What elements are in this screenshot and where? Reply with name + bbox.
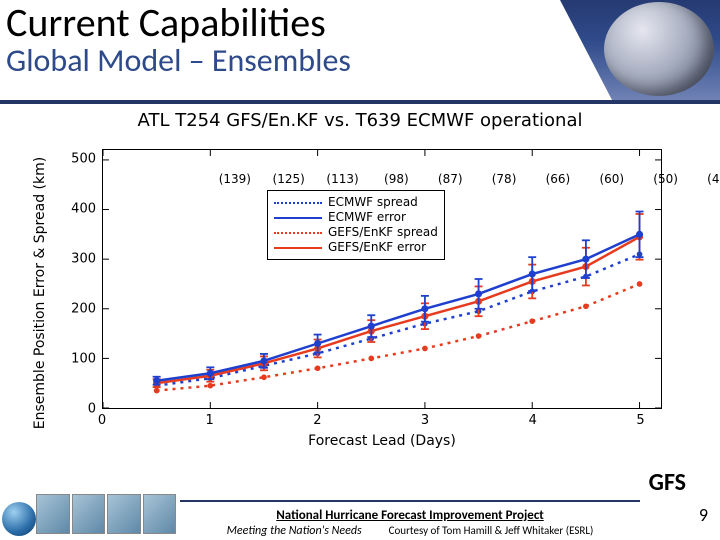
plot-box: (139)(125)(113)(98)(87)(78)(66)(60)(50)(… bbox=[102, 149, 662, 409]
x-axis-title: Forecast Lead (Days) bbox=[102, 433, 662, 449]
slide-number: 9 bbox=[699, 504, 708, 526]
plot-svg bbox=[103, 150, 661, 408]
y-tick: 300 bbox=[71, 252, 96, 267]
y-tick: 500 bbox=[71, 152, 96, 167]
slide-subtitle: Global Model – Ensembles bbox=[6, 44, 560, 78]
legend-label: GEFS/EnKF spread bbox=[328, 225, 438, 240]
banner-underline bbox=[0, 100, 720, 104]
legend-label: ECMWF error bbox=[328, 210, 406, 225]
footer-thumbnails bbox=[36, 494, 176, 534]
legend-label: GEFS/EnKF error bbox=[328, 240, 426, 255]
banner-text-block: Current Capabilities Global Model – Ense… bbox=[0, 0, 560, 100]
y-axis-title-text: Ensemble Position Error & Spread (km) bbox=[32, 157, 48, 429]
y-tick: 100 bbox=[71, 352, 96, 367]
legend-row: GEFS/EnKF error bbox=[274, 240, 438, 255]
chart-axis-area: Ensemble Position Error & Spread (km) 0 1… bbox=[24, 133, 696, 453]
x-tick: 4 bbox=[529, 413, 537, 428]
legend-row: ECMWF spread bbox=[274, 195, 438, 210]
legend-swatch bbox=[274, 232, 322, 234]
count-annotation: (44) bbox=[707, 172, 720, 186]
legend-swatch bbox=[274, 202, 322, 204]
chart-container: ATL T254 GFS/En.KF vs. T639 ECMWF operat… bbox=[24, 110, 696, 470]
y-tick: 200 bbox=[71, 302, 96, 317]
slide: Current Capabilities Global Model – Ense… bbox=[0, 0, 720, 540]
legend-row: ECMWF error bbox=[274, 210, 438, 225]
header-banner: Current Capabilities Global Model – Ense… bbox=[0, 0, 720, 100]
legend-swatch bbox=[274, 247, 322, 249]
footer-subtitle: Meeting the Nation's Needs bbox=[227, 524, 362, 538]
slide-title: Current Capabilities bbox=[6, 2, 560, 44]
satellite-globe-image bbox=[604, 2, 714, 96]
x-tick: 0 bbox=[98, 413, 106, 428]
y-axis-title: Ensemble Position Error & Spread (km) bbox=[24, 133, 56, 453]
legend-row: GEFS/EnKF spread bbox=[274, 225, 438, 240]
x-tick: 1 bbox=[206, 413, 214, 428]
x-tick: 3 bbox=[421, 413, 429, 428]
legend-label: ECMWF spread bbox=[328, 195, 418, 210]
chart-title: ATL T254 GFS/En.KF vs. T639 ECMWF operat… bbox=[24, 110, 696, 131]
y-tick-labels: 0100200300400500 bbox=[62, 149, 100, 409]
footer-project: National Hurricane Forecast Improvement … bbox=[276, 508, 544, 523]
footer: National Hurricane Forecast Improvement … bbox=[0, 484, 720, 540]
legend-box: ECMWF spreadECMWF errorGEFS/EnKF spreadG… bbox=[267, 190, 445, 260]
footer-credit: Courtesy of Tom Hamill & Jeff Whitaker (… bbox=[389, 524, 594, 537]
footer-rule bbox=[180, 500, 640, 502]
footer-text: National Hurricane Forecast Improvement … bbox=[180, 508, 640, 538]
y-tick: 0 bbox=[88, 402, 96, 417]
legend-swatch bbox=[274, 217, 322, 219]
noaa-logo-icon bbox=[2, 502, 36, 536]
y-tick: 400 bbox=[71, 202, 96, 217]
x-tick-labels: 012345 bbox=[102, 413, 662, 431]
x-tick: 5 bbox=[636, 413, 644, 428]
x-tick: 2 bbox=[313, 413, 321, 428]
